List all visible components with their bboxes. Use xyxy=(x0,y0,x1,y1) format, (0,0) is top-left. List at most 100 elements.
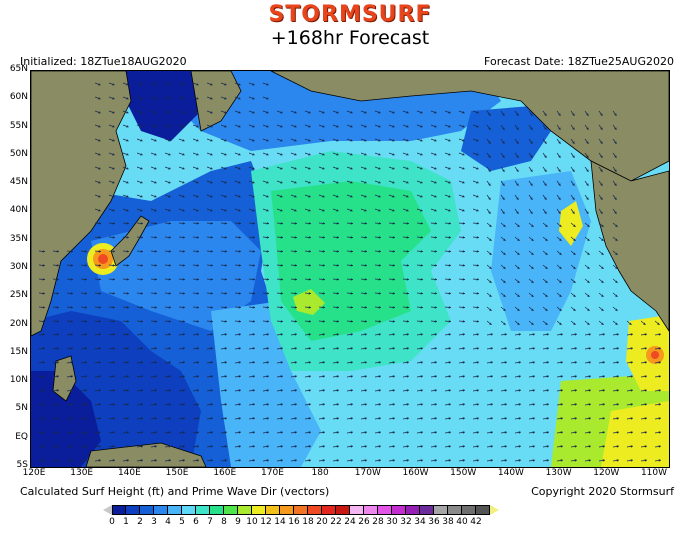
wave-vector-head xyxy=(224,375,227,378)
wave-vector-head xyxy=(196,125,199,128)
wave-vector-head xyxy=(126,167,129,170)
wave-vector-head xyxy=(476,236,479,239)
wave-vector-head xyxy=(588,431,591,434)
wave-vector-head xyxy=(70,333,73,336)
wave-vector-head xyxy=(559,280,562,283)
wave-vector-head xyxy=(531,280,534,283)
wave-vector-head xyxy=(308,111,311,114)
latitude-label: 5S xyxy=(16,460,28,470)
wave-vector-head xyxy=(559,322,562,325)
wave-vector-head xyxy=(490,431,493,434)
alaska-landmass xyxy=(270,71,669,182)
wave-vector-head xyxy=(322,125,325,128)
wave-vector-head xyxy=(84,361,87,364)
wave-vector-head xyxy=(280,361,283,364)
wave-vector-head xyxy=(336,403,339,406)
wave-vector-head xyxy=(586,169,589,172)
wave-vector-head xyxy=(126,236,129,239)
wave-vector-head xyxy=(112,375,115,378)
wave-vector-head xyxy=(462,347,465,350)
wave-vector-head xyxy=(168,264,171,267)
wave-vector-head xyxy=(516,211,519,214)
wave-vector-head xyxy=(544,183,547,186)
wave-vector-head xyxy=(588,389,591,392)
wave-vector-head xyxy=(615,322,618,325)
wave-vector-head xyxy=(378,389,381,392)
latitude-label: 50N xyxy=(9,148,28,159)
wave-vector-head xyxy=(420,445,423,448)
wave-vector-head xyxy=(280,125,283,128)
wave-vector-head xyxy=(572,141,575,144)
wave-vector-head xyxy=(490,389,493,392)
wave-vector-head xyxy=(420,167,423,170)
wave-vector-head xyxy=(544,197,547,200)
wave-vector-head xyxy=(224,347,227,350)
wave-vector-head xyxy=(448,181,451,184)
wave-vector-head xyxy=(614,155,617,158)
wave-vector-head xyxy=(336,195,339,198)
wave-vector-head xyxy=(504,389,507,392)
wave-vector-head xyxy=(462,153,465,156)
wave-vector-head xyxy=(84,347,87,350)
wave-vector-head xyxy=(392,181,395,184)
wave-vector-head xyxy=(504,375,507,378)
wave-vector-head xyxy=(238,236,241,239)
wave-vector-head xyxy=(224,111,227,114)
wave-vector-head xyxy=(364,375,367,378)
wave-vector-head xyxy=(70,361,73,364)
wave-vector-head xyxy=(488,183,491,186)
wave-vector-head xyxy=(560,375,563,378)
latitude-label: 65N xyxy=(9,64,28,74)
wave-vector-head xyxy=(489,308,492,311)
legend-label: 1 xyxy=(123,517,129,527)
wave-vector-head xyxy=(574,431,577,434)
wave-vector-head xyxy=(392,403,395,406)
wave-vector-head xyxy=(210,111,213,114)
wave-vector-head xyxy=(573,266,576,269)
wave-vector-head xyxy=(266,139,269,142)
wave-vector-head xyxy=(350,445,353,448)
wave-vector-head xyxy=(573,238,576,241)
legend-swatch xyxy=(378,505,392,515)
wave-vector-head xyxy=(434,292,437,295)
wave-vector-head xyxy=(224,431,227,434)
wave-vector-head xyxy=(434,459,437,462)
wave-vector-head xyxy=(322,195,325,198)
wave-vector-head xyxy=(658,361,661,364)
wave-vector-head xyxy=(112,320,115,323)
wave-vector-head xyxy=(280,139,283,142)
wave-vector-head xyxy=(182,222,185,225)
wave-vector-head xyxy=(322,250,325,253)
legend-swatch xyxy=(112,505,126,515)
wave-vector-head xyxy=(600,141,603,144)
wave-vector-head xyxy=(502,211,505,214)
wave-vector-head xyxy=(545,266,548,269)
wave-vector-head xyxy=(210,125,213,128)
wave-vector-head xyxy=(546,459,549,462)
wave-vector-head xyxy=(308,389,311,392)
wave-vector-head xyxy=(56,361,59,364)
wave-vector-head xyxy=(434,111,437,114)
wave-vector-head xyxy=(518,403,521,406)
wave-vector-head xyxy=(266,83,269,86)
wave-vector-head xyxy=(266,153,269,156)
wave-vector-head xyxy=(210,153,213,156)
wave-vector-head xyxy=(210,389,213,392)
wave-vector-head xyxy=(560,389,563,392)
legend-swatch xyxy=(336,505,350,515)
wave-vector-head xyxy=(308,264,311,267)
wave-vector-head xyxy=(462,250,465,253)
wave-vector-head xyxy=(154,125,157,128)
wave-vector-head xyxy=(488,127,491,130)
wave-vector-head xyxy=(420,347,423,350)
wave-vector-head xyxy=(280,292,283,295)
wave-vector-head xyxy=(308,278,311,281)
wave-vector-head xyxy=(112,292,115,295)
wave-vector-head xyxy=(294,403,297,406)
wave-vector-head xyxy=(448,264,451,267)
wave-vector-head xyxy=(252,153,255,156)
wave-vector-head xyxy=(504,431,507,434)
wave-vector-head xyxy=(126,375,129,378)
wave-vector-head xyxy=(490,347,493,350)
wave-vector-head xyxy=(112,445,115,448)
